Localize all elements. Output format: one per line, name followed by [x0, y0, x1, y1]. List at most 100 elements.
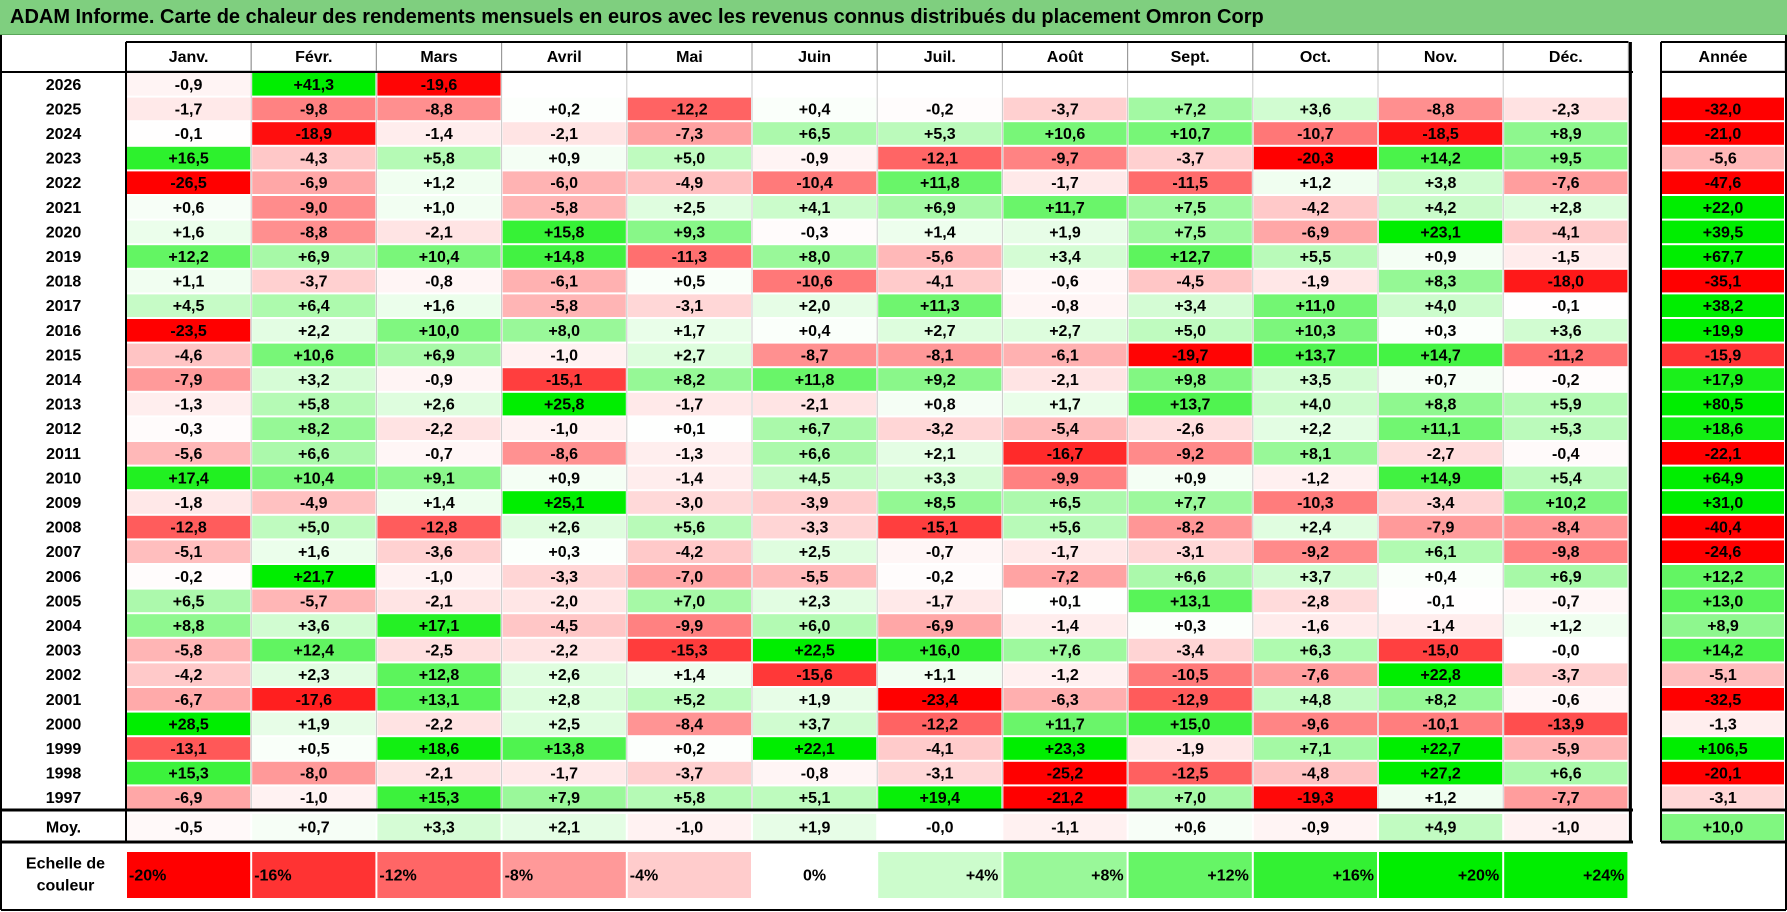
heatmap-cell [377, 294, 501, 317]
cell-value: -13,1 [170, 741, 207, 758]
cell-value: -5,9 [1552, 741, 1580, 758]
average-cell [502, 814, 626, 840]
color-scale-swatch [753, 852, 877, 898]
cell-value: +15,3 [168, 766, 209, 783]
cell-value: +3,5 [1300, 372, 1332, 389]
cell-value: -0,6 [1552, 692, 1580, 709]
heatmap-cell [627, 196, 751, 219]
heatmap-cell [127, 319, 251, 342]
cell-value: -1,6 [1302, 618, 1330, 635]
color-scale-stop: -16% [254, 868, 291, 885]
cell-value: +8,0 [548, 323, 580, 340]
heatmap-cell [1003, 466, 1127, 490]
heatmap-cell [878, 638, 1002, 662]
heatmap-cell [1253, 515, 1377, 539]
cell-value: -10,5 [1172, 667, 1209, 684]
year-label: 2003 [46, 643, 82, 660]
heatmap-cell [1253, 368, 1377, 391]
cell-value: -7,9 [175, 372, 203, 389]
heatmap-cell [127, 540, 251, 563]
average-value: -0,0 [926, 820, 954, 837]
cell-value: -8,0 [300, 766, 328, 783]
heatmap-cell [377, 515, 501, 539]
cell-value: -11,5 [1172, 175, 1208, 192]
cell-value: +1,6 [173, 224, 205, 241]
annual-value: +38,2 [1703, 298, 1744, 315]
heatmap-cell [1253, 589, 1377, 613]
cell-value: +3,8 [1425, 175, 1457, 192]
heatmap-cell [1128, 294, 1252, 317]
cell-value: -4,8 [1302, 766, 1330, 783]
cell-value: -1,9 [1302, 274, 1330, 291]
heatmap-cell [1253, 540, 1377, 563]
annual-cell [1662, 294, 1784, 317]
average-value: +3,3 [423, 820, 455, 837]
heatmap-cell [377, 663, 501, 686]
heatmap-cell [1128, 466, 1252, 490]
heatmap-cell [252, 466, 376, 490]
cell-value: +10,4 [294, 470, 335, 487]
average-value: +0,7 [298, 820, 330, 837]
heatmap-cell [1504, 97, 1628, 121]
heatmap-cell [1003, 343, 1127, 367]
heatmap-cell [1379, 712, 1503, 736]
year-label: 2025 [46, 101, 82, 118]
heatmap-cell [1003, 663, 1127, 686]
cell-value: +0,4 [799, 323, 831, 340]
cell-value: -1,7 [175, 101, 203, 118]
cell-value: +41,3 [294, 77, 335, 94]
heatmap-cell [1128, 589, 1252, 613]
heatmap-cell [502, 368, 626, 391]
color-scale-swatch [1128, 852, 1252, 898]
heatmap-cell [1253, 196, 1377, 219]
heatmap-cell [1504, 712, 1628, 736]
heatmap-cell [1379, 122, 1503, 145]
heatmap-cell [627, 294, 751, 317]
heatmap-cell [627, 638, 751, 662]
heatmap-cell [502, 417, 626, 440]
year-label: 2024 [46, 126, 82, 143]
annual-cell [1662, 196, 1784, 219]
cell-value: +7,7 [1174, 495, 1206, 512]
average-value: -1,0 [676, 820, 704, 837]
cell-value: +5,3 [924, 126, 956, 143]
cell-value: -7,0 [676, 569, 704, 586]
cell-value: -9,6 [1302, 716, 1330, 733]
annual-value: +22,0 [1703, 200, 1744, 217]
cell-value: +4,0 [1300, 397, 1332, 414]
heatmap-cell [878, 417, 1002, 440]
month-header: Déc. [1549, 49, 1583, 66]
cell-value: +5,2 [674, 692, 706, 709]
cell-value: +2,2 [1300, 421, 1332, 438]
heatmap-cell [753, 663, 877, 686]
cell-value: +9,1 [423, 470, 455, 487]
heatmap-cell [1003, 171, 1127, 194]
heatmap-cell [1003, 761, 1127, 785]
cell-value: +6,9 [298, 249, 330, 266]
heatmap-cell [1379, 663, 1503, 686]
heatmap-cell [377, 73, 501, 96]
heatmap-cell [127, 196, 251, 219]
heatmap-cell [1128, 786, 1252, 809]
cell-value: -5,6 [926, 249, 954, 266]
cell-value: +5,4 [1550, 470, 1582, 487]
cell-value: +1,4 [674, 667, 706, 684]
cell-value: -6,1 [1051, 347, 1079, 364]
heatmap-cell [252, 688, 376, 711]
cell-value: -16,7 [1047, 446, 1084, 463]
heatmap-cell [377, 466, 501, 490]
heatmap-cell [753, 97, 877, 121]
heatmap-cell [1253, 294, 1377, 317]
heatmap-cell [1379, 589, 1503, 613]
annual-cell [1662, 220, 1784, 244]
cell-value: +1,7 [1049, 397, 1081, 414]
cell-value: -2,1 [425, 766, 453, 783]
heatmap-cell [252, 638, 376, 662]
cell-value: -6,9 [926, 618, 954, 635]
cell-value: +0,7 [1425, 372, 1457, 389]
heatmap-cell [1253, 761, 1377, 785]
heatmap-cell [1504, 417, 1628, 440]
average-value: -0,5 [175, 820, 203, 837]
year-label: 2004 [46, 618, 82, 635]
heatmap-cell [502, 565, 626, 588]
